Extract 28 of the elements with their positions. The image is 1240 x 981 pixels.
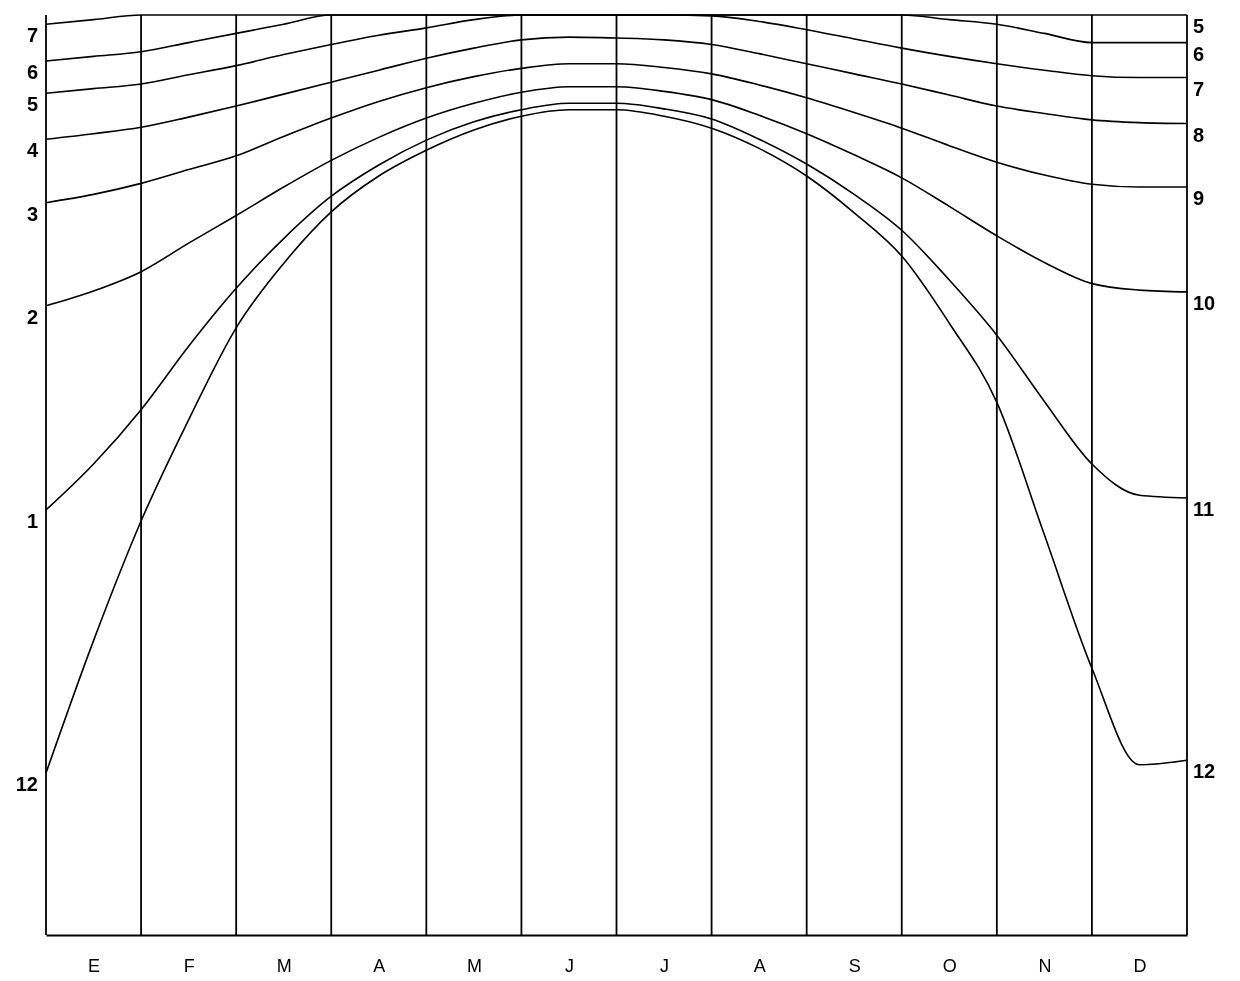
series-label: 1 <box>26 509 38 532</box>
x-tick-label: D <box>1133 955 1147 976</box>
series-label: 3 <box>26 202 38 225</box>
x-tick-label: O <box>942 955 957 976</box>
text: 7 <box>1193 77 1205 100</box>
x-tick-label: A <box>753 955 766 976</box>
x-tick-label: E <box>88 955 101 976</box>
x-tick-label: J <box>660 955 670 976</box>
series-label: 6 <box>1193 42 1205 65</box>
text: 9 <box>1193 187 1205 210</box>
series-label: 2 <box>26 305 38 328</box>
text: 5 <box>1193 15 1205 37</box>
series-label: 5 <box>26 93 38 116</box>
series-label: 12 <box>1193 760 1216 783</box>
text: 12 <box>15 773 38 796</box>
x-tick-label: N <box>1038 955 1052 976</box>
x-tick-label: A <box>373 955 386 976</box>
text: 8 <box>1193 123 1205 146</box>
series-label: 7 <box>26 24 38 47</box>
x-tick-label: F <box>183 955 195 976</box>
text: 10 <box>1193 291 1216 314</box>
x-tick-label: M <box>276 955 292 976</box>
x-tick-label: S <box>848 955 861 976</box>
series-label: 4 <box>26 139 39 162</box>
text: 11 <box>1193 498 1215 520</box>
x-tick-label: M <box>466 955 482 976</box>
x-tick-label: J <box>564 955 574 976</box>
text: 6 <box>26 61 38 83</box>
